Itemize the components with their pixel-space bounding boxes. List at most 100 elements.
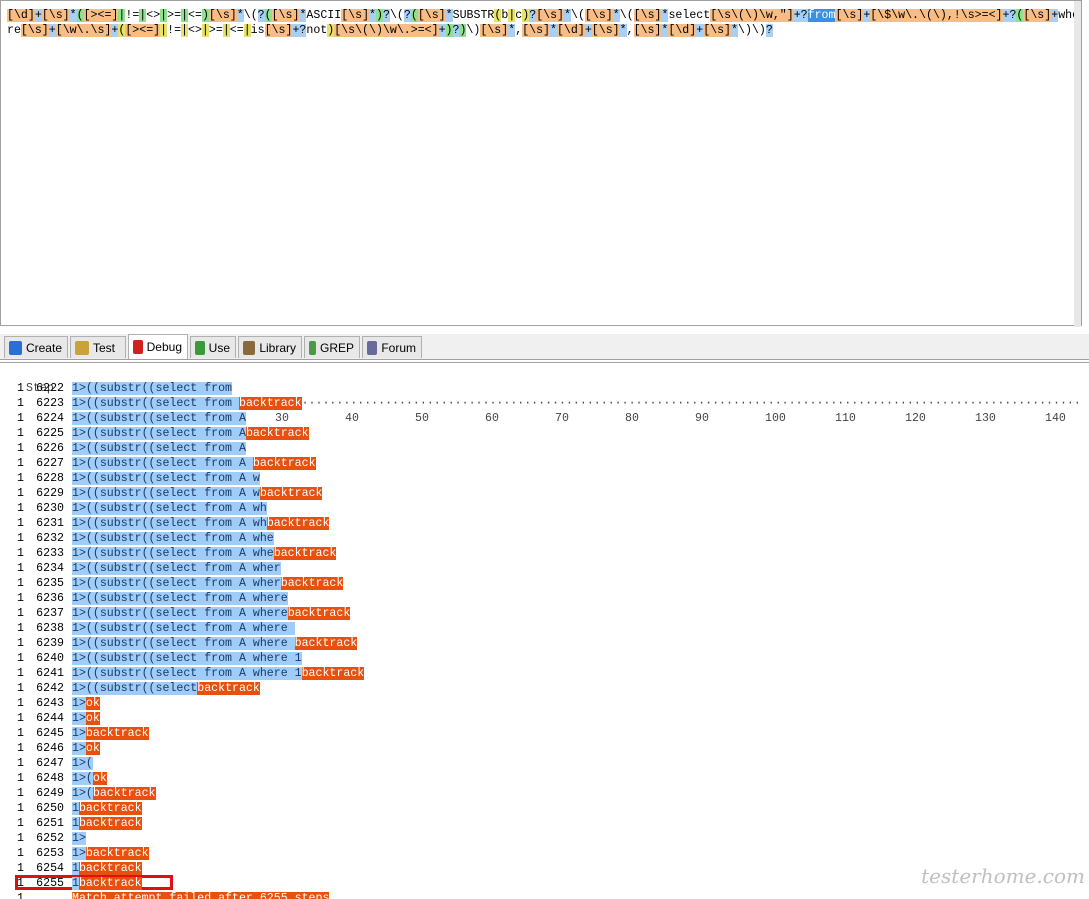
step-count: 1 [17, 517, 24, 530]
step-number: 6250 [36, 802, 64, 815]
tab-icon [75, 340, 89, 355]
step-number: 6226 [36, 442, 64, 455]
tab-label: Create [25, 340, 62, 355]
step-count: 1 [17, 532, 24, 545]
step-result: backtrack [294, 637, 358, 650]
tab[interactable]: Library [238, 336, 302, 358]
step-number: 6225 [36, 427, 64, 440]
step-count: 1 [17, 817, 24, 830]
tab[interactable]: Use [190, 336, 236, 358]
step-result: backtrack [273, 547, 337, 560]
debug-row: 1 6244 1>ok [0, 711, 1089, 726]
step-text: 1backtrack [72, 876, 142, 891]
regex-token: +? [292, 24, 307, 37]
step-number: 6224 [36, 412, 64, 425]
matched-text: 1>((substr((select from A [72, 412, 246, 425]
ruler-tick: 130 [975, 411, 996, 426]
tab[interactable]: Debug [128, 334, 188, 359]
matched-text: 1> [72, 697, 86, 710]
tab[interactable]: Create [4, 336, 68, 358]
step-count: 1 [17, 892, 24, 899]
regex-token: [\s] [41, 9, 70, 22]
tab-label: Forum [381, 340, 416, 355]
regex-token: [\s] [633, 24, 662, 37]
regex-token: | [222, 24, 230, 37]
step-count: 1 [17, 667, 24, 680]
matched-text: 1>((substr((select from A [72, 442, 246, 455]
ruler-tick: 30 [275, 411, 289, 426]
step-header: Step [26, 382, 54, 395]
step-number: 6233 [36, 547, 64, 560]
step-result: backtrack [92, 787, 156, 800]
step-number: 6228 [36, 472, 64, 485]
step-result: backtrack [238, 397, 302, 410]
step-text: 1>( [72, 756, 93, 771]
step-result: ok [85, 697, 100, 710]
step-count: 1 [17, 397, 24, 410]
step-number: 6222 [36, 382, 64, 395]
tab[interactable]: Forum [362, 336, 422, 358]
regex-token: + [1051, 9, 1059, 22]
debug-panel: Step ···································… [0, 362, 1089, 899]
debug-row: 1 6232 1>((substr((select from A whe [0, 531, 1089, 546]
step-text: 1>((substr((select from A where 1 [72, 651, 302, 666]
regex-token: b [501, 9, 509, 22]
matched-text: 1>((substr((select from A where [72, 607, 288, 620]
step-text: 1>((substr((select from A [72, 411, 246, 426]
step-result: backtrack [78, 877, 142, 890]
debug-row: 1 6237 1>((substr((select from A whereback… [0, 606, 1089, 621]
debug-row: 1 6241 1>((substr((select from A where 1ba… [0, 666, 1089, 681]
step-number: 6252 [36, 832, 64, 845]
matched-text: 1 [72, 802, 79, 815]
regex-token: +? [1002, 9, 1017, 22]
regex-token: \) [751, 24, 766, 37]
step-text: 1>(backtrack [72, 786, 156, 801]
step-text: 1>((substr((select from A [72, 441, 246, 456]
regex-editor[interactable]: [\d]+[\s]*([><=]|!=|<>|>=|<=)[\s]*\(?([\… [0, 0, 1082, 327]
tab[interactable]: GREP [304, 336, 360, 358]
step-result: backtrack [85, 847, 149, 860]
regex-token: * [69, 9, 77, 22]
tab-label: Test [93, 340, 116, 355]
regex-token: ( [494, 9, 502, 22]
regex-token: [\s] [703, 24, 732, 37]
step-text: 1backtrack [72, 816, 142, 831]
regex-token: ASCII [306, 9, 342, 22]
regex-token: <= [229, 24, 244, 37]
regex-token: ) [445, 24, 453, 37]
regex-token: ( [1016, 9, 1024, 22]
step-text: 1>((substr((select from A wher [72, 561, 281, 576]
step-result: backtrack [280, 577, 344, 590]
regex-token: ? [403, 9, 411, 22]
step-text: 1>((substr((select from A whbacktrack [72, 516, 330, 531]
tab-icon [133, 340, 143, 354]
regex-token: ( [410, 9, 418, 22]
regex-token: <> [188, 24, 202, 37]
step-text: 1>((substr((select from A wherebacktrack [72, 606, 351, 621]
tab[interactable]: Test [70, 336, 126, 358]
regex-token: ? [529, 9, 537, 22]
debug-row: 1 6224 1>((substr((select from A [0, 411, 1089, 426]
regex-token: * [369, 9, 377, 22]
regex-token: ? [382, 9, 390, 22]
matched-text: 1>( [72, 757, 93, 770]
step-count: 1 [17, 547, 24, 560]
debug-row: 1 6236 1>((substr((select from A where [0, 591, 1089, 606]
scrollbar[interactable] [1074, 1, 1081, 327]
step-number: 6242 [36, 682, 64, 695]
regex-token: ) [459, 24, 467, 37]
step-count: 1 [17, 697, 24, 710]
matched-text: 1>((substr((select from A wher [72, 562, 281, 575]
regex-token: from [807, 9, 836, 22]
matched-text: 1>((substr((select from A where [72, 622, 295, 635]
regex-token: + [863, 9, 871, 22]
regex-token: +? [793, 9, 808, 22]
step-count: 1 [17, 862, 24, 875]
step-text: 1>((substr((select from A where 1backtra… [72, 666, 365, 681]
regex-token: | [201, 24, 209, 37]
regex-token: [><=] [125, 24, 161, 37]
step-number: 6237 [36, 607, 64, 620]
matched-text: 1>((substr((select from A [72, 427, 246, 440]
step-number: 6251 [36, 817, 64, 830]
step-number: 6235 [36, 577, 64, 590]
